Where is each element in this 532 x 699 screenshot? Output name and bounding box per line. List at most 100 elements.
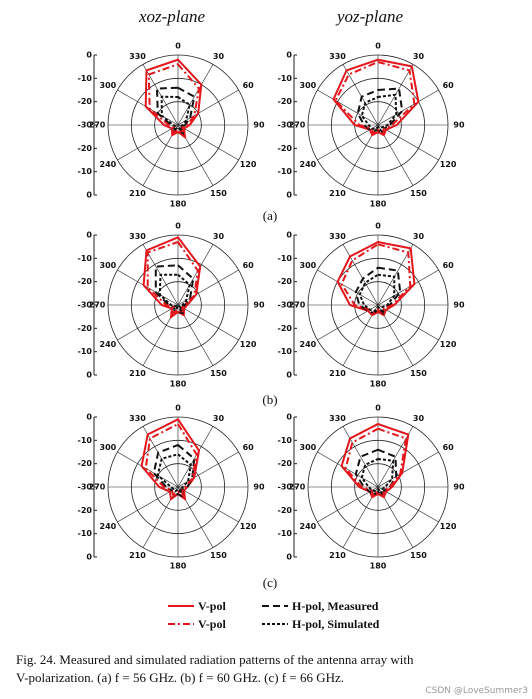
pattern-curve <box>360 93 398 134</box>
angle-label: 30 <box>413 232 425 241</box>
r-tick-label: -20 <box>278 144 293 153</box>
angle-label: 180 <box>370 200 387 209</box>
angle-label: 300 <box>300 81 317 90</box>
angle-label: 30 <box>213 232 225 241</box>
spoke <box>377 89 439 126</box>
r-tick-label: -30 <box>278 121 293 130</box>
pattern-curve <box>152 443 196 500</box>
spoke <box>377 124 439 161</box>
angle-label: 240 <box>100 160 117 169</box>
pattern-curve <box>334 60 416 135</box>
legend-label: V-pol <box>198 617 226 631</box>
r-tick-label: -20 <box>78 97 93 106</box>
spoke <box>317 451 379 488</box>
angle-label: 30 <box>213 52 225 61</box>
angle-label: 210 <box>329 369 346 378</box>
angle-label: 180 <box>170 200 187 209</box>
angle-label: 240 <box>300 522 317 531</box>
angle-label: 120 <box>240 340 257 349</box>
pattern-curve <box>340 422 410 499</box>
pattern-curve <box>336 240 416 317</box>
r-tick-label: -30 <box>78 121 93 130</box>
r-tick-label: -30 <box>278 483 293 492</box>
angle-label: 90 <box>253 301 265 310</box>
angle-label: 0 <box>175 222 181 231</box>
pattern-curve <box>158 273 191 312</box>
angle-label: 90 <box>453 301 465 310</box>
r-tick-label: 0 <box>86 371 92 380</box>
r-tick-label: -20 <box>278 506 293 515</box>
legend-label: H-pol, Measured <box>292 599 379 613</box>
angle-label: 300 <box>100 261 117 270</box>
angle-label: 60 <box>443 443 455 452</box>
angle-label: 150 <box>210 551 227 560</box>
pattern-curve <box>146 240 199 316</box>
spoke <box>117 269 179 306</box>
spoke <box>177 304 239 341</box>
r-tick-label: 0 <box>86 191 92 200</box>
angle-label: 240 <box>300 160 317 169</box>
column-title: xoz-plane <box>138 7 206 26</box>
r-tick-label: 0 <box>86 553 92 562</box>
spoke <box>342 244 379 306</box>
r-tick-label: -20 <box>278 324 293 333</box>
spoke <box>177 451 239 488</box>
angle-label: 120 <box>440 522 457 531</box>
pattern-curve <box>358 273 396 314</box>
angle-label: 240 <box>100 522 117 531</box>
spoke <box>177 89 239 126</box>
angle-label: 210 <box>129 369 146 378</box>
angle-label: 330 <box>329 414 346 423</box>
r-tick-label: -10 <box>278 529 293 538</box>
spoke <box>377 451 439 488</box>
r-tick-label: -20 <box>278 277 293 286</box>
r-tick-label: 0 <box>286 371 292 380</box>
r-tick-label: -30 <box>278 301 293 310</box>
angle-label: 0 <box>175 42 181 51</box>
angle-label: 300 <box>100 81 117 90</box>
angle-label: 90 <box>453 483 465 492</box>
r-tick-label: -10 <box>278 347 293 356</box>
angle-label: 330 <box>129 414 146 423</box>
angle-label: 60 <box>243 443 255 452</box>
r-tick-label: -10 <box>278 254 293 263</box>
spoke <box>142 426 179 488</box>
r-tick-label: 0 <box>286 231 292 240</box>
angle-label: 270 <box>89 121 106 130</box>
spoke <box>317 269 379 306</box>
angle-label: 210 <box>129 189 146 198</box>
angle-label: 330 <box>129 232 146 241</box>
r-tick-label: -20 <box>278 459 293 468</box>
r-tick-label: 0 <box>86 231 92 240</box>
r-tick-label: -10 <box>78 347 93 356</box>
pattern-curve <box>156 453 192 494</box>
r-tick-label: 0 <box>286 51 292 60</box>
angle-label: 240 <box>300 340 317 349</box>
spoke <box>342 426 379 488</box>
angle-label: 60 <box>443 261 455 270</box>
spoke <box>342 64 379 126</box>
angle-label: 180 <box>370 562 387 571</box>
spoke <box>117 451 179 488</box>
r-tick-label: 0 <box>86 413 92 422</box>
pattern-curve <box>332 58 420 137</box>
pattern-curve <box>144 58 203 140</box>
r-tick-label: -10 <box>278 74 293 83</box>
r-tick-label: -10 <box>278 436 293 445</box>
angle-label: 120 <box>440 340 457 349</box>
angle-label: 300 <box>300 443 317 452</box>
angle-label: 180 <box>170 562 187 571</box>
r-tick-label: -10 <box>278 167 293 176</box>
r-tick-label: -20 <box>78 506 93 515</box>
spoke <box>177 244 214 306</box>
spoke <box>117 304 179 341</box>
angle-label: 270 <box>289 483 306 492</box>
angle-label: 240 <box>100 340 117 349</box>
pattern-curve <box>154 264 195 315</box>
spoke <box>377 486 439 523</box>
legend-label: H-pol, Simulated <box>292 617 380 631</box>
spoke <box>117 124 179 161</box>
pattern-curve <box>144 422 198 498</box>
caption: V-polarization. (a) f = 56 GHz. (b) f = … <box>16 670 344 685</box>
spoke <box>177 426 214 488</box>
